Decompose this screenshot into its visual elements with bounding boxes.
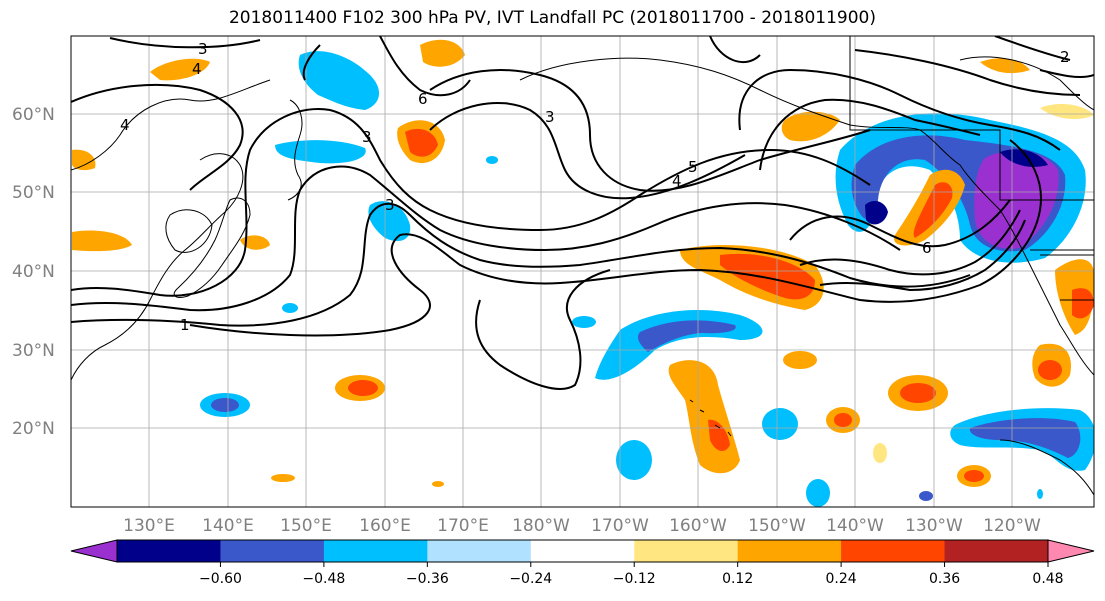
colorbar-cell [323, 540, 428, 562]
coastlines [71, 36, 1094, 496]
longitude-labels: 130°E 140°E 150°E 160°E 170°E 180°W 170°… [123, 516, 1041, 536]
contour-label: 2 [1060, 48, 1070, 66]
colorbar-tick-label: 0.12 [722, 571, 753, 587]
map-area [71, 36, 1094, 507]
contour-label: 3 [545, 108, 555, 126]
colorbar-cell [220, 540, 325, 562]
colorbar-tick-label: 0.36 [929, 571, 960, 587]
colorbar-tick-label: −0.24 [509, 571, 552, 587]
contour-label: 4 [192, 60, 202, 78]
lon-label: 160°E [359, 516, 411, 536]
lon-label: 180°W [512, 516, 570, 536]
map-title: 2018011400 F102 300 hPa PV, IVT Landfall… [228, 8, 876, 28]
colorbar-tick-label: −0.12 [613, 571, 656, 587]
lon-label: 140°W [826, 516, 884, 536]
lon-label: 130°E [123, 516, 175, 536]
latitude-labels: 60°N 50°N 40°N 30°N 20°N [12, 105, 55, 439]
map-frame [70, 35, 1095, 508]
contour-label: 1 [180, 316, 190, 334]
contour-label: 3 [198, 40, 208, 58]
contour-label: 4 [120, 116, 130, 134]
lon-label: 170°W [591, 516, 649, 536]
lon-label: 150°E [280, 516, 332, 536]
colorbar-cell [117, 540, 221, 562]
colorbar-cell [427, 540, 532, 562]
contour-label: 4 [672, 172, 682, 190]
lat-label: 20°N [12, 419, 55, 439]
lon-label: 170°E [437, 516, 489, 536]
contour-label: 3 [362, 128, 372, 146]
colorbar-cell [737, 540, 842, 562]
contour-label: 6 [418, 90, 428, 108]
lon-label: 140°E [202, 516, 254, 536]
colorbar-tick-label: 0.24 [826, 571, 857, 587]
lon-label: 120°W [983, 516, 1041, 536]
contour-label: 3 [385, 196, 395, 214]
colorbar-tick-label: −0.60 [199, 571, 242, 587]
lon-label: 160°W [669, 516, 727, 536]
lat-label: 40°N [12, 262, 55, 282]
colorbar-extend-right [1047, 539, 1095, 563]
colorbar-extend-left [70, 539, 118, 563]
colorbar-tick-label: −0.36 [406, 571, 449, 587]
pv-contours [71, 36, 1094, 390]
contour-labels: 3 4 4 6 3 3 4 5 6 3 2 1 [120, 40, 1070, 334]
lon-label: 130°W [905, 516, 963, 536]
colorbar-cell [530, 540, 635, 562]
contour-label: 5 [688, 158, 698, 176]
colorbar-cell [634, 540, 739, 562]
colorbar-tick-label: −0.48 [302, 571, 345, 587]
lat-label: 60°N [12, 105, 55, 125]
colorbar-tick-label: 0.48 [1032, 571, 1063, 587]
lat-label: 30°N [12, 341, 55, 361]
anomaly-shading [72, 39, 1094, 507]
gridlines [71, 36, 1094, 507]
lon-label: 150°W [748, 516, 806, 536]
colorbar-frame [116, 539, 1049, 563]
colorbar-cell [841, 540, 946, 562]
colorbar-cell [944, 540, 1049, 562]
colorbar: −0.60 −0.48 −0.36 −0.24 −0.12 0.12 0.24 0.36 0.4… [70, 539, 1095, 587]
lat-label: 50°N [12, 183, 55, 203]
contour-label: 6 [922, 239, 932, 257]
